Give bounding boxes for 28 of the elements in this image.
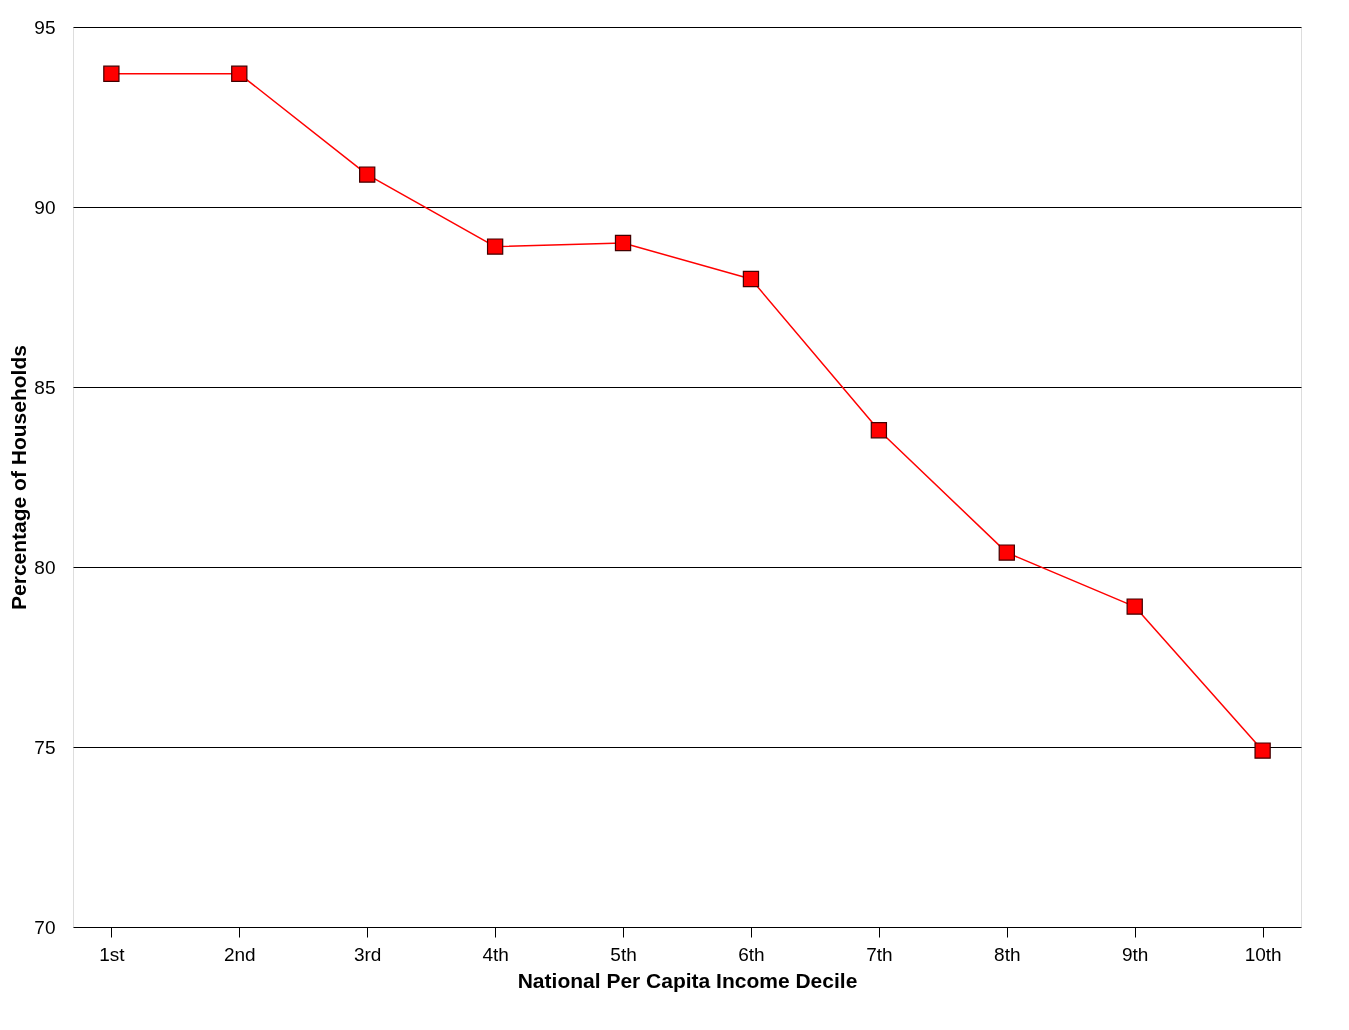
x-tick-label: 4th <box>482 943 509 965</box>
x-tick-label: 1st <box>99 943 126 965</box>
x-tick-label: 3rd <box>353 943 382 965</box>
point <box>998 544 1015 561</box>
point <box>1254 742 1271 759</box>
point <box>742 270 760 288</box>
y-tick-label: 70 <box>34 916 56 938</box>
y-tick-label: 85 <box>34 376 56 398</box>
x-tick-label: 10th <box>1244 943 1282 965</box>
y-tick-label: 75 <box>34 736 56 758</box>
point <box>486 238 504 255</box>
x-tick-label: 8th <box>994 943 1021 965</box>
y-tick-label: 90 <box>34 196 56 218</box>
point <box>359 166 376 183</box>
point <box>231 65 248 82</box>
x-tick-label: 7th <box>866 943 893 965</box>
point <box>1126 598 1143 615</box>
y-tick-label: 80 <box>34 556 56 578</box>
x-tick-label: 2nd <box>223 943 256 965</box>
point <box>614 234 632 252</box>
y-tick-label: 95 <box>34 16 56 38</box>
x-tick-label: 6th <box>738 943 765 965</box>
x-axis-title: National Per Capita Income Decile <box>517 968 858 992</box>
point <box>870 422 888 439</box>
y-axis-title: Percentage of Households <box>7 345 31 610</box>
x-tick-label: 9th <box>1122 943 1149 965</box>
x-tick-label: 5th <box>610 943 637 965</box>
point <box>103 65 120 82</box>
